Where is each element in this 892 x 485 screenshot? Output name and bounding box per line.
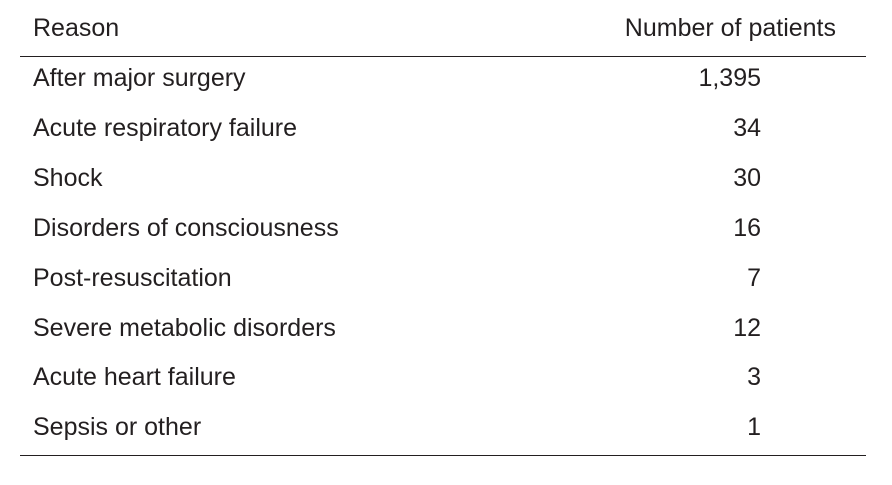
header-rule bbox=[20, 56, 866, 57]
count-cell: 12 bbox=[733, 313, 761, 342]
reason-cell: After major surgery bbox=[33, 64, 246, 92]
table-row: Severe metabolic disorders 12 bbox=[0, 313, 892, 343]
reason-cell: Post-resuscitation bbox=[33, 263, 232, 292]
count-cell: 16 bbox=[733, 213, 761, 242]
bottom-rule bbox=[20, 455, 866, 456]
count-cell: 34 bbox=[733, 113, 761, 142]
count-cell: 30 bbox=[733, 163, 761, 192]
reason-cell: Sepsis or other bbox=[33, 413, 202, 442]
count-cell: 1 bbox=[747, 413, 761, 442]
table-row: Post-resuscitation 7 bbox=[0, 263, 892, 293]
reason-cell: Acute heart failure bbox=[33, 363, 236, 392]
table-row: Sepsis or other 1 bbox=[0, 412, 892, 442]
header-number-of-patients: Number of patients bbox=[624, 14, 836, 42]
count-cell: 3 bbox=[747, 363, 761, 392]
table-row: Disorders of consciousness 16 bbox=[0, 213, 892, 243]
count-cell: 1,395 bbox=[698, 64, 761, 92]
header-reason: Reason bbox=[33, 14, 120, 42]
reason-cell: Severe metabolic disorders bbox=[33, 313, 336, 342]
table-row: After major surgery 1,395 bbox=[0, 63, 892, 93]
table-row: Shock 30 bbox=[0, 163, 892, 193]
reason-cell: Disorders of consciousness bbox=[33, 213, 339, 242]
reason-cell: Acute respiratory failure bbox=[33, 113, 298, 142]
table-row: Acute heart failure 3 bbox=[0, 362, 892, 392]
table-row: Acute respiratory failure 34 bbox=[0, 113, 892, 143]
reason-cell: Shock bbox=[33, 163, 103, 192]
count-cell: 7 bbox=[747, 263, 761, 292]
